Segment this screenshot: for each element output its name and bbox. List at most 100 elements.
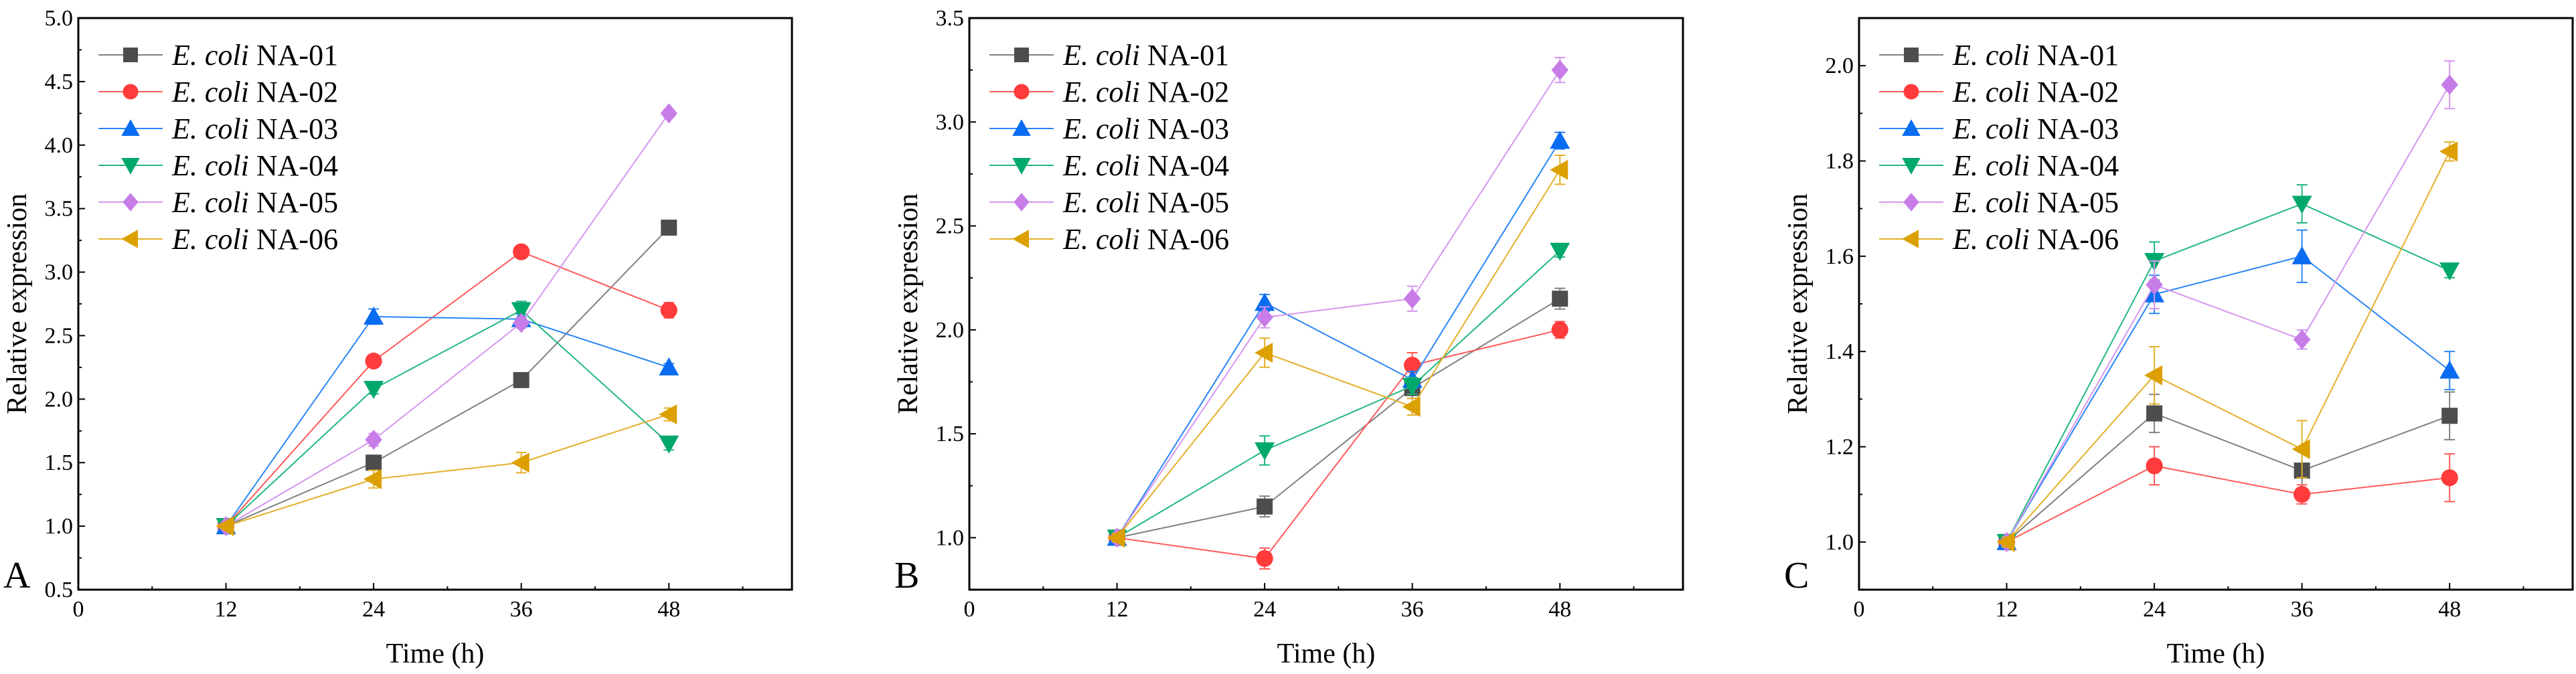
x-tick-label: 24 [362, 597, 385, 622]
legend-label-strain: NA-04 [249, 149, 338, 182]
y-tick-label: 2.0 [45, 387, 74, 412]
data-point [659, 435, 679, 454]
legend-label-italic: E. coli [171, 112, 249, 145]
data-point [2146, 457, 2163, 475]
x-axis-label: Time (h) [1277, 639, 1376, 669]
legend-label: E. coli NA-01 [1062, 39, 1229, 72]
y-tick-label: 3.0 [936, 110, 965, 135]
y-tick-label: 4.5 [45, 70, 74, 94]
y-tick-label: 3.5 [45, 197, 74, 222]
legend-label: E. coli NA-04 [1062, 149, 1229, 182]
data-point [2146, 405, 2163, 422]
chart-panel-a: 0 12 24 36 48 0.5 1.0 1.5 2.0 2.5 3.0 3.5 4.0 4.5 5.0 T… [2, 6, 793, 669]
legend-label: E. coli NA-04 [171, 149, 338, 182]
data-point [2441, 469, 2458, 487]
data-point [2293, 329, 2311, 350]
series-line [226, 414, 669, 527]
x-tick-label: 24 [1253, 597, 1276, 622]
legend-label-strain: NA-02 [249, 76, 338, 108]
x-tick-label: 24 [2143, 597, 2166, 622]
legend-label-strain: NA-05 [2030, 186, 2119, 219]
legend-label-italic: E. coli [1952, 223, 2030, 256]
y-tick-label: 1.8 [1826, 149, 1854, 174]
data-point [1255, 342, 1273, 363]
legend-label-italic: E. coli [1062, 149, 1140, 182]
legend-label-italic: E. coli [171, 186, 249, 219]
series-line [1117, 298, 1560, 539]
y-tick-label: 2.0 [1826, 54, 1854, 78]
legend-label-strain: NA-03 [1140, 112, 1229, 145]
data-point [2146, 274, 2163, 295]
y-tick-label: 3.0 [45, 260, 74, 285]
x-tick-label: 48 [657, 597, 680, 622]
legend-marker [1902, 119, 1921, 136]
x-tick-label: 12 [1106, 597, 1129, 622]
series-line [225, 251, 669, 527]
series-na-06 [216, 404, 677, 537]
y-tick-label: 1.0 [1826, 530, 1854, 555]
data-point [216, 516, 234, 537]
series-na-06 [1107, 154, 1568, 548]
data-point [1403, 288, 1421, 309]
x-tick-label: 36 [2291, 597, 2314, 622]
data-point [1255, 442, 1275, 460]
legend-label-strain: NA-01 [2030, 39, 2119, 72]
x-tick-label: 48 [2438, 597, 2461, 622]
series-line [226, 227, 669, 527]
legend-label: E. coli NA-01 [1952, 39, 2119, 72]
x-tick-label: 0 [1854, 597, 1865, 622]
data-point [2291, 439, 2310, 460]
series-line [2006, 84, 2451, 543]
data-point [1404, 357, 1421, 374]
legend-marker [1902, 230, 1919, 248]
series-line [226, 112, 670, 527]
x-tick-label: 48 [1548, 597, 1571, 622]
data-point [660, 103, 677, 124]
legend-label-italic: E. coli [1952, 186, 2030, 219]
legend-label: E. coli NA-03 [171, 112, 338, 145]
series-na-02 [1998, 446, 2458, 551]
y-tick-label: 1.4 [1826, 339, 1854, 364]
data-point [511, 452, 530, 473]
panel-label: B [894, 555, 919, 596]
x-tick-label: 0 [73, 597, 84, 622]
legend-marker [1904, 48, 1919, 62]
data-point [2291, 195, 2312, 214]
legend-label-strain: NA-06 [249, 223, 338, 256]
legend-marker [121, 158, 140, 175]
data-point [2441, 74, 2458, 95]
data-point [1257, 498, 1273, 515]
legend-label-strain: NA-06 [1140, 223, 1229, 256]
data-point [1550, 131, 1571, 149]
legend-label: E. coli NA-02 [1952, 76, 2119, 108]
series-line [225, 309, 669, 527]
data-point [2144, 365, 2163, 386]
y-tick-label: 1.0 [936, 525, 965, 550]
data-point [2441, 408, 2458, 424]
data-point [1107, 527, 1125, 548]
series-line [2006, 203, 2450, 543]
legend-marker [1012, 158, 1031, 175]
y-tick-label: 1.2 [1826, 435, 1854, 460]
legend-label-strain: NA-04 [2030, 149, 2119, 182]
x-tick-label: 0 [964, 597, 975, 622]
data-point [1551, 321, 1568, 339]
y-axis-label: Relative expression [2, 193, 33, 414]
legend-marker [123, 84, 139, 100]
y-tick-label: 3.5 [936, 6, 965, 31]
legend-label-italic: E. coli [171, 76, 249, 108]
legend-label-strain: NA-05 [249, 186, 338, 219]
data-point [1550, 159, 1568, 180]
series-na-01 [218, 220, 677, 535]
legend-label-strain: NA-05 [1140, 186, 1229, 219]
x-tick-label: 12 [1996, 597, 2018, 622]
y-tick-label: 2.5 [936, 214, 965, 239]
data-point [365, 430, 382, 450]
data-point [513, 243, 530, 260]
series-na-02 [1108, 321, 1568, 570]
data-point [660, 301, 677, 319]
legend-label-italic: E. coli [1062, 76, 1140, 108]
data-point [1552, 290, 1568, 307]
legend-label-italic: E. coli [1952, 149, 2030, 182]
